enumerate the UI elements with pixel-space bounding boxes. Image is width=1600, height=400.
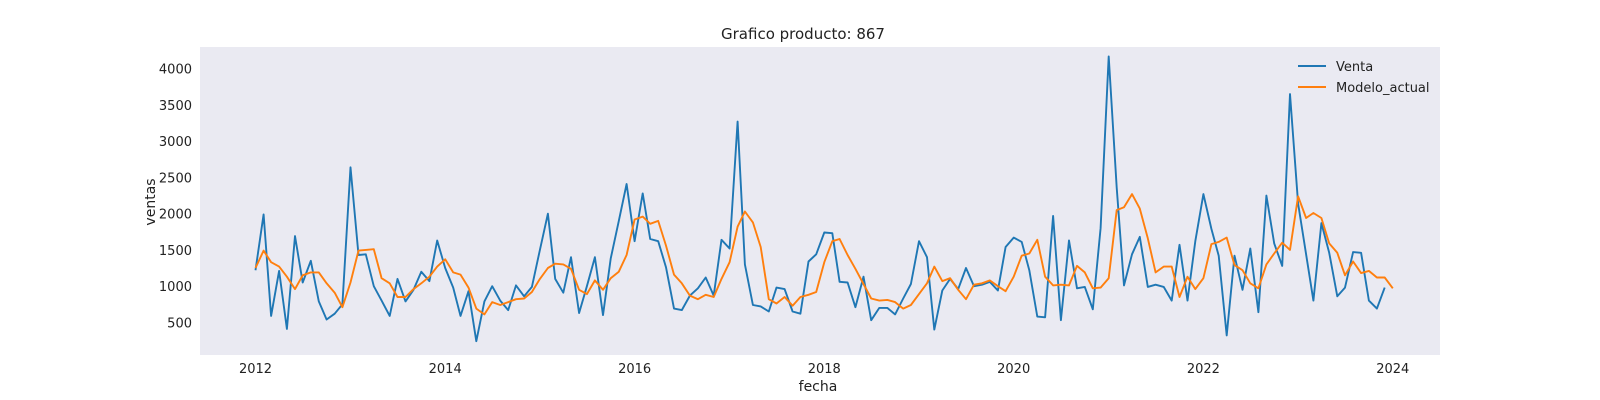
y-tick-label: 2000 xyxy=(159,208,192,223)
y-axis-title: ventas xyxy=(143,178,159,225)
series-lines xyxy=(254,55,1394,343)
series-line-venta xyxy=(254,55,1386,343)
x-tick-label: 2016 xyxy=(618,362,651,377)
y-tick-label: 1500 xyxy=(159,244,192,259)
y-tick-labels: 500 1000 1500 2000 2500 3000 3500 4000 xyxy=(159,63,192,332)
x-tick-labels: 2012 2014 2016 2018 2020 2022 2024 xyxy=(239,362,1409,377)
series-line-modelo-actual xyxy=(254,193,1394,316)
y-tick-label: 500 xyxy=(167,316,192,331)
legend-label: Modelo_actual xyxy=(1336,81,1430,96)
y-tick-label: 2500 xyxy=(159,171,192,186)
x-tick-label: 2024 xyxy=(1376,362,1409,377)
chart-title: Grafico producto: 867 xyxy=(721,25,885,43)
x-tick-label: 2014 xyxy=(429,362,462,377)
plot-area xyxy=(200,47,1440,355)
x-tick-label: 2018 xyxy=(808,362,841,377)
x-tick-label: 2012 xyxy=(239,362,272,377)
x-tick-label: 2022 xyxy=(1187,362,1220,377)
y-tick-label: 4000 xyxy=(159,63,192,78)
legend: Venta Modelo_actual xyxy=(1298,60,1430,96)
y-tick-label: 3500 xyxy=(159,99,192,114)
x-axis-title: fecha xyxy=(799,379,838,395)
legend-label: Venta xyxy=(1336,60,1373,75)
y-tick-label: 1000 xyxy=(159,280,192,295)
x-tick-label: 2020 xyxy=(997,362,1030,377)
y-tick-label: 3000 xyxy=(159,135,192,150)
